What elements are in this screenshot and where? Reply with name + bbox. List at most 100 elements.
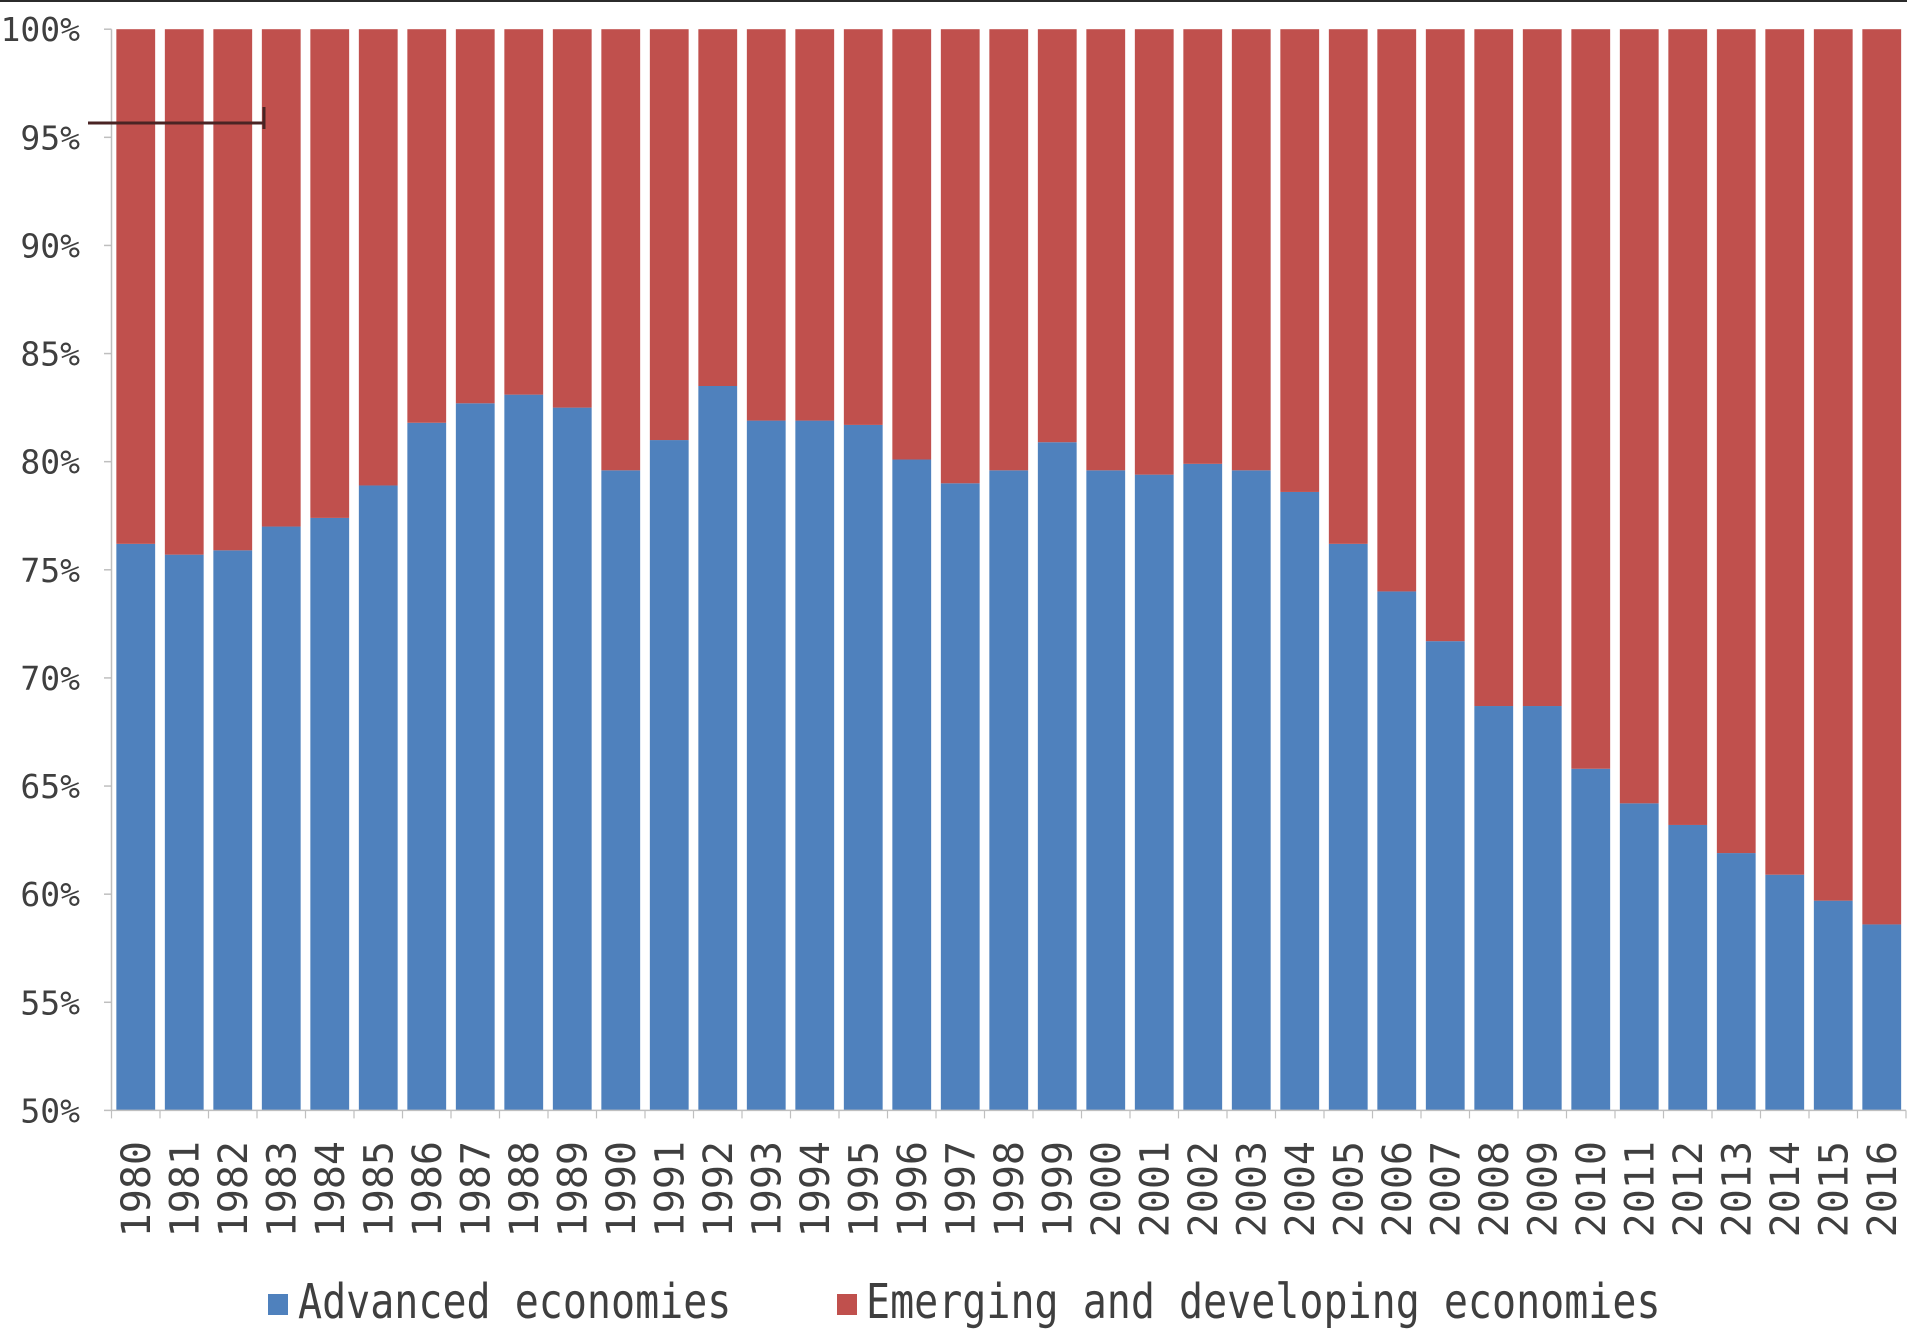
bar-emerging-and-developing-economies-1999 [1037, 29, 1077, 443]
bar-emerging-and-developing-economies-2004 [1280, 29, 1320, 492]
x-tick-label: 2002 [1181, 1141, 1227, 1237]
bar-emerging-and-developing-economies-2000 [1086, 29, 1126, 471]
bar-emerging-and-developing-economies-2016 [1862, 29, 1902, 925]
bar-advanced-economies-2000 [1086, 470, 1126, 1111]
x-axis-ticks: 1980 1981 1982 1983 1984 1985 1986 1987 1988 1989… [110, 1110, 1907, 1237]
bar-emerging-and-developing-economies-2009 [1522, 29, 1562, 707]
bar-emerging-and-developing-economies-2011 [1619, 29, 1659, 804]
x-tick-label: 1987 [453, 1141, 499, 1237]
x-tick-label: 1984 [308, 1141, 354, 1237]
stray-marker-line [88, 107, 266, 129]
bar-emerging-and-developing-economies-1983 [261, 29, 301, 527]
bar-advanced-economies-2006 [1377, 591, 1417, 1111]
bar-advanced-economies-2016 [1862, 924, 1902, 1111]
bar-advanced-economies-1980 [116, 543, 156, 1111]
x-tick-label: 1990 [599, 1141, 645, 1237]
bar-advanced-economies-1993 [746, 420, 786, 1111]
bar-advanced-economies-1989 [552, 407, 592, 1111]
x-tick-label: 2012 [1666, 1141, 1712, 1237]
bar-emerging-and-developing-economies-2014 [1765, 29, 1805, 875]
bar-advanced-economies-2015 [1813, 900, 1853, 1111]
bar-advanced-economies-1981 [164, 554, 204, 1111]
bar-advanced-economies-2003 [1231, 470, 1271, 1111]
legend-label-emerging-and-developing-economies: Emerging and developing economies [866, 1275, 1661, 1330]
bar-advanced-economies-1994 [795, 420, 835, 1111]
bar-emerging-and-developing-economies-1980 [116, 29, 156, 544]
x-tick-label: 2001 [1132, 1141, 1178, 1237]
bar-advanced-economies-1988 [504, 394, 544, 1111]
bar-advanced-economies-1999 [1037, 442, 1077, 1111]
bar-emerging-and-developing-economies-2003 [1231, 29, 1271, 471]
y-tick-label: 65% [20, 767, 80, 806]
bar-emerging-and-developing-economies-2008 [1474, 29, 1514, 707]
bar-advanced-economies-2011 [1619, 803, 1659, 1111]
bar-advanced-economies-1990 [601, 470, 641, 1111]
legend-swatch-emerging-and-developing-economies [837, 1294, 857, 1315]
bars-group [116, 29, 1902, 1111]
x-tick-label: 2014 [1763, 1141, 1809, 1237]
y-tick-label: 80% [20, 443, 80, 482]
y-tick-label: 60% [20, 875, 80, 914]
bar-emerging-and-developing-economies-1991 [649, 29, 689, 441]
bar-emerging-and-developing-economies-2007 [1425, 29, 1465, 642]
x-tick-label: 1997 [938, 1141, 984, 1237]
x-tick-label: 1992 [696, 1141, 742, 1237]
x-tick-label: 2010 [1569, 1141, 1615, 1237]
bar-emerging-and-developing-economies-1985 [358, 29, 398, 486]
x-tick-label: 1993 [744, 1141, 790, 1237]
bar-emerging-and-developing-economies-2005 [1328, 29, 1368, 544]
legend-swatch-advanced-economies [268, 1294, 288, 1315]
bar-emerging-and-developing-economies-2015 [1813, 29, 1853, 901]
bar-emerging-and-developing-economies-1996 [892, 29, 932, 460]
x-tick-label: 2008 [1472, 1141, 1518, 1237]
y-tick-label: 90% [20, 226, 80, 265]
y-tick-label: 75% [20, 551, 80, 590]
bar-emerging-and-developing-economies-1992 [698, 29, 738, 386]
x-tick-label: 1994 [793, 1141, 839, 1237]
x-tick-label: 2007 [1423, 1141, 1469, 1237]
bar-emerging-and-developing-economies-1998 [989, 29, 1029, 471]
y-tick-label: 70% [20, 659, 80, 698]
bar-emerging-and-developing-economies-1989 [552, 29, 592, 408]
y-axis-ticks: 100% 95% 90% 85% 80% 75% 70% 65% 60% 55% 50% [1, 10, 112, 1130]
x-tick-label: 1999 [1035, 1141, 1081, 1237]
y-tick-label: 50% [20, 1091, 80, 1130]
x-tick-label: 1985 [356, 1141, 402, 1237]
bar-advanced-economies-1987 [455, 403, 495, 1111]
y-tick-label: 95% [20, 118, 80, 157]
bar-emerging-and-developing-economies-2006 [1377, 29, 1417, 592]
x-tick-label: 1989 [550, 1141, 596, 1237]
x-tick-label: 1988 [502, 1141, 548, 1237]
bar-emerging-and-developing-economies-2002 [1183, 29, 1223, 464]
y-tick-label: 55% [20, 983, 80, 1022]
bar-advanced-economies-1985 [358, 485, 398, 1111]
bar-advanced-economies-2009 [1522, 706, 1562, 1111]
legend: Advanced economies Emerging and developi… [268, 1275, 1661, 1330]
x-tick-label: 1996 [890, 1141, 936, 1237]
x-tick-label: 1982 [211, 1141, 257, 1237]
bar-advanced-economies-1991 [649, 440, 689, 1111]
x-tick-label: 1981 [162, 1141, 208, 1237]
bar-advanced-economies-1983 [261, 526, 301, 1111]
x-tick-label: 2009 [1520, 1141, 1566, 1237]
bar-emerging-and-developing-economies-1984 [310, 29, 350, 518]
bar-advanced-economies-1998 [989, 470, 1029, 1111]
bar-emerging-and-developing-economies-2001 [1134, 29, 1174, 475]
bar-advanced-economies-2013 [1716, 853, 1756, 1111]
bar-advanced-economies-1992 [698, 386, 738, 1111]
y-tick-label: 100% [1, 10, 81, 49]
legend-item-emerging-and-developing-economies: Emerging and developing economies [837, 1275, 1661, 1330]
bar-emerging-and-developing-economies-1994 [795, 29, 835, 421]
bar-emerging-and-developing-economies-1997 [940, 29, 980, 484]
y-tick-label: 85% [20, 335, 80, 374]
x-tick-label: 2016 [1860, 1141, 1906, 1237]
bar-emerging-and-developing-economies-1993 [746, 29, 786, 421]
bar-advanced-economies-1986 [407, 422, 447, 1111]
bar-advanced-economies-1997 [940, 483, 980, 1111]
bar-emerging-and-developing-economies-1995 [843, 29, 883, 425]
bar-emerging-and-developing-economies-2010 [1571, 29, 1611, 769]
bar-advanced-economies-1984 [310, 517, 350, 1111]
legend-item-advanced-economies: Advanced economies [268, 1275, 731, 1330]
bar-advanced-economies-1995 [843, 424, 883, 1111]
